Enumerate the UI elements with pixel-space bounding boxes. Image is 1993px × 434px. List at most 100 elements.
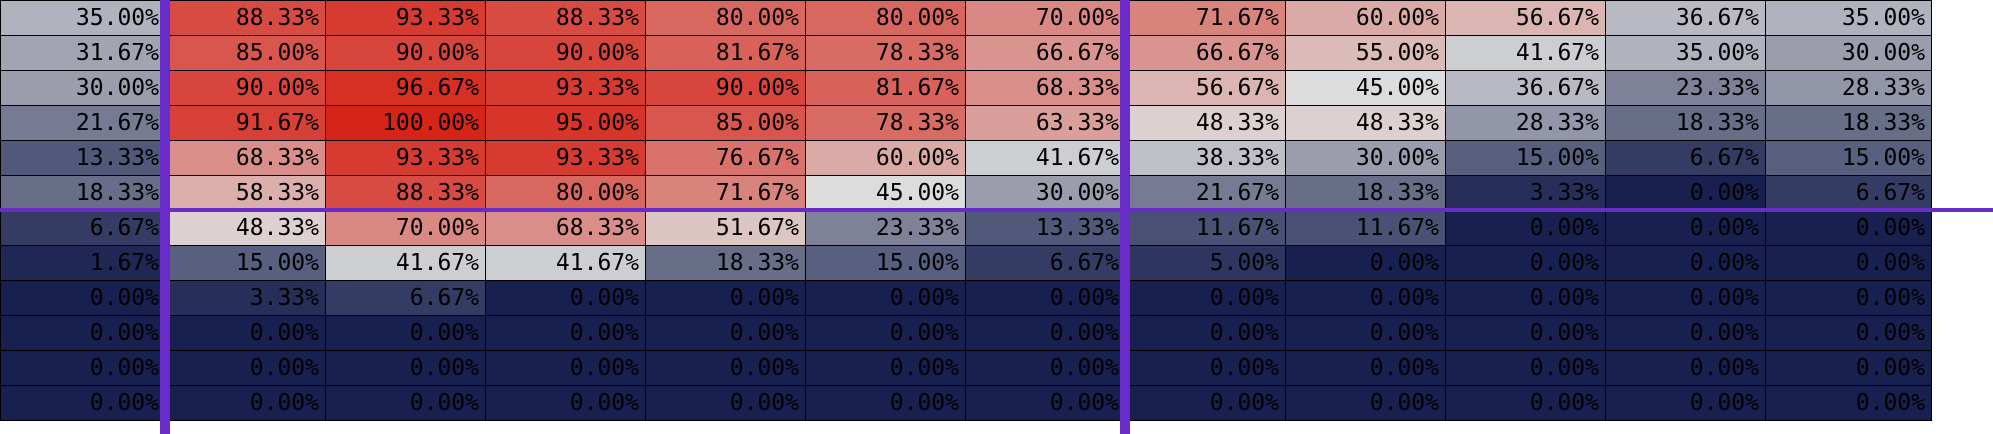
heatmap-cell: 0.00% [1125,350,1286,386]
heatmap-cell: 15.00% [805,245,966,281]
heatmap-cell: 0.00% [1125,280,1286,316]
heatmap-cell: 5.00% [1125,245,1286,281]
heatmap-cell: 91.67% [165,105,326,141]
heatmap-cell: 88.33% [325,175,486,211]
heatmap-cell: 0.00% [1285,245,1446,281]
heatmap-cell: 31.67% [0,35,166,71]
heatmap-cell: 13.33% [965,210,1126,246]
heatmap-cell: 18.33% [645,245,806,281]
heatmap-cell: 93.33% [485,70,646,106]
heatmap-cell: 80.00% [645,0,806,36]
heatmap-cell: 0.00% [645,280,806,316]
heatmap-cell: 35.00% [1765,0,1932,36]
heatmap-cell: 30.00% [1765,35,1932,71]
heatmap-cell: 88.33% [165,0,326,36]
heatmap-table: 35.00% 88.33% 93.33% 88.33% 80.00% 80.00% 70.0… [0,0,1932,421]
heatmap-cell: 0.00% [325,385,486,421]
heatmap-cell: 85.00% [165,35,326,71]
heatmap-cell: 0.00% [1445,385,1606,421]
heatmap-cell: 15.00% [1765,140,1932,176]
heatmap-cell: 0.00% [1445,350,1606,386]
heatmap-cell: 0.00% [165,315,326,351]
heatmap-cell: 51.67% [645,210,806,246]
heatmap-row: 18.33% 58.33% 88.33% 80.00% 71.67% 45.00% 30.0… [0,175,1932,211]
heatmap-cell: 0.00% [805,315,966,351]
heatmap-cell: 0.00% [645,315,806,351]
heatmap-cell: 100.00% [325,105,486,141]
heatmap-cell: 0.00% [325,350,486,386]
heatmap-cell: 0.00% [1605,385,1766,421]
heatmap-cell: 90.00% [165,70,326,106]
heatmap-cell: 80.00% [485,175,646,211]
heatmap-cell: 15.00% [1445,140,1606,176]
heatmap-cell: 0.00% [0,385,166,421]
heatmap-cell: 71.67% [1125,0,1286,36]
heatmap-cell: 23.33% [1605,70,1766,106]
heatmap-row: 31.67% 85.00% 90.00% 90.00% 81.67% 78.33% 66.6… [0,35,1932,71]
heatmap-cell: 0.00% [1765,385,1932,421]
heatmap-cell: 30.00% [0,70,166,106]
heatmap-cell: 93.33% [325,140,486,176]
heatmap-cell: 0.00% [1285,350,1446,386]
heatmap-cell: 11.67% [1285,210,1446,246]
heatmap-cell: 0.00% [1765,280,1932,316]
heatmap-cell: 48.33% [1285,105,1446,141]
heatmap-cell: 0.00% [1765,315,1932,351]
heatmap-cell: 63.33% [965,105,1126,141]
heatmap-cell: 6.67% [0,210,166,246]
heatmap-cell: 0.00% [1605,175,1766,211]
heatmap-cell: 21.67% [1125,175,1286,211]
heatmap-cell: 6.67% [965,245,1126,281]
heatmap-cell: 41.67% [965,140,1126,176]
heatmap-cell: 38.33% [1125,140,1286,176]
heatmap-cell: 18.33% [1765,105,1932,141]
heatmap-cell: 78.33% [805,105,966,141]
heatmap-cell: 1.67% [0,245,166,281]
heatmap-cell: 0.00% [485,350,646,386]
heatmap-cell: 0.00% [1285,315,1446,351]
heatmap-cell: 0.00% [0,315,166,351]
heatmap-cell: 81.67% [805,70,966,106]
heatmap-row: 0.00% 0.00% 0.00% 0.00% 0.00% 0.00% 0.00% 0.00%… [0,350,1932,386]
heatmap-cell: 80.00% [805,0,966,36]
heatmap-cell: 41.67% [325,245,486,281]
heatmap-cell: 0.00% [1445,280,1606,316]
heatmap-cell: 58.33% [165,175,326,211]
heatmap-cell: 95.00% [485,105,646,141]
heatmap-row: 21.67% 91.67% 100.00% 95.00% 85.00% 78.33% 63.… [0,105,1932,141]
heatmap-cell: 90.00% [485,35,646,71]
heatmap-cell: 56.67% [1125,70,1286,106]
heatmap-cell: 21.67% [0,105,166,141]
heatmap-cell: 55.00% [1285,35,1446,71]
heatmap-cell: 48.33% [1125,105,1286,141]
heatmap-cell: 0.00% [325,315,486,351]
heatmap-cell: 0.00% [1605,315,1766,351]
heatmap-cell: 30.00% [965,175,1126,211]
heatmap-cell: 68.33% [165,140,326,176]
heatmap-cell: 66.67% [965,35,1126,71]
heatmap-cell: 45.00% [805,175,966,211]
heatmap-cell: 45.00% [1285,70,1446,106]
heatmap-cell: 36.67% [1445,70,1606,106]
heatmap-cell: 60.00% [1285,0,1446,36]
heatmap-cell: 0.00% [1765,210,1932,246]
heatmap-cell: 81.67% [645,35,806,71]
heatmap-cell: 66.67% [1125,35,1286,71]
heatmap-body: 35.00% 88.33% 93.33% 88.33% 80.00% 80.00% 70.0… [0,0,1932,421]
heatmap-cell: 0.00% [485,315,646,351]
heatmap-cell: 0.00% [1125,315,1286,351]
heatmap-row: 30.00% 90.00% 96.67% 93.33% 90.00% 81.67% 68.3… [0,70,1932,106]
heatmap-cell: 35.00% [0,0,166,36]
heatmap-cell: 0.00% [1605,350,1766,386]
heatmap-cell: 71.67% [645,175,806,211]
heatmap-cell: 56.67% [1445,0,1606,36]
heatmap-cell: 68.33% [965,70,1126,106]
heatmap-cell: 0.00% [485,280,646,316]
heatmap-cell: 30.00% [1285,140,1446,176]
heatmap-cell: 76.67% [645,140,806,176]
heatmap-cell: 0.00% [645,385,806,421]
heatmap-cell: 15.00% [165,245,326,281]
heatmap-cell: 0.00% [1765,245,1932,281]
heatmap-cell: 0.00% [965,385,1126,421]
